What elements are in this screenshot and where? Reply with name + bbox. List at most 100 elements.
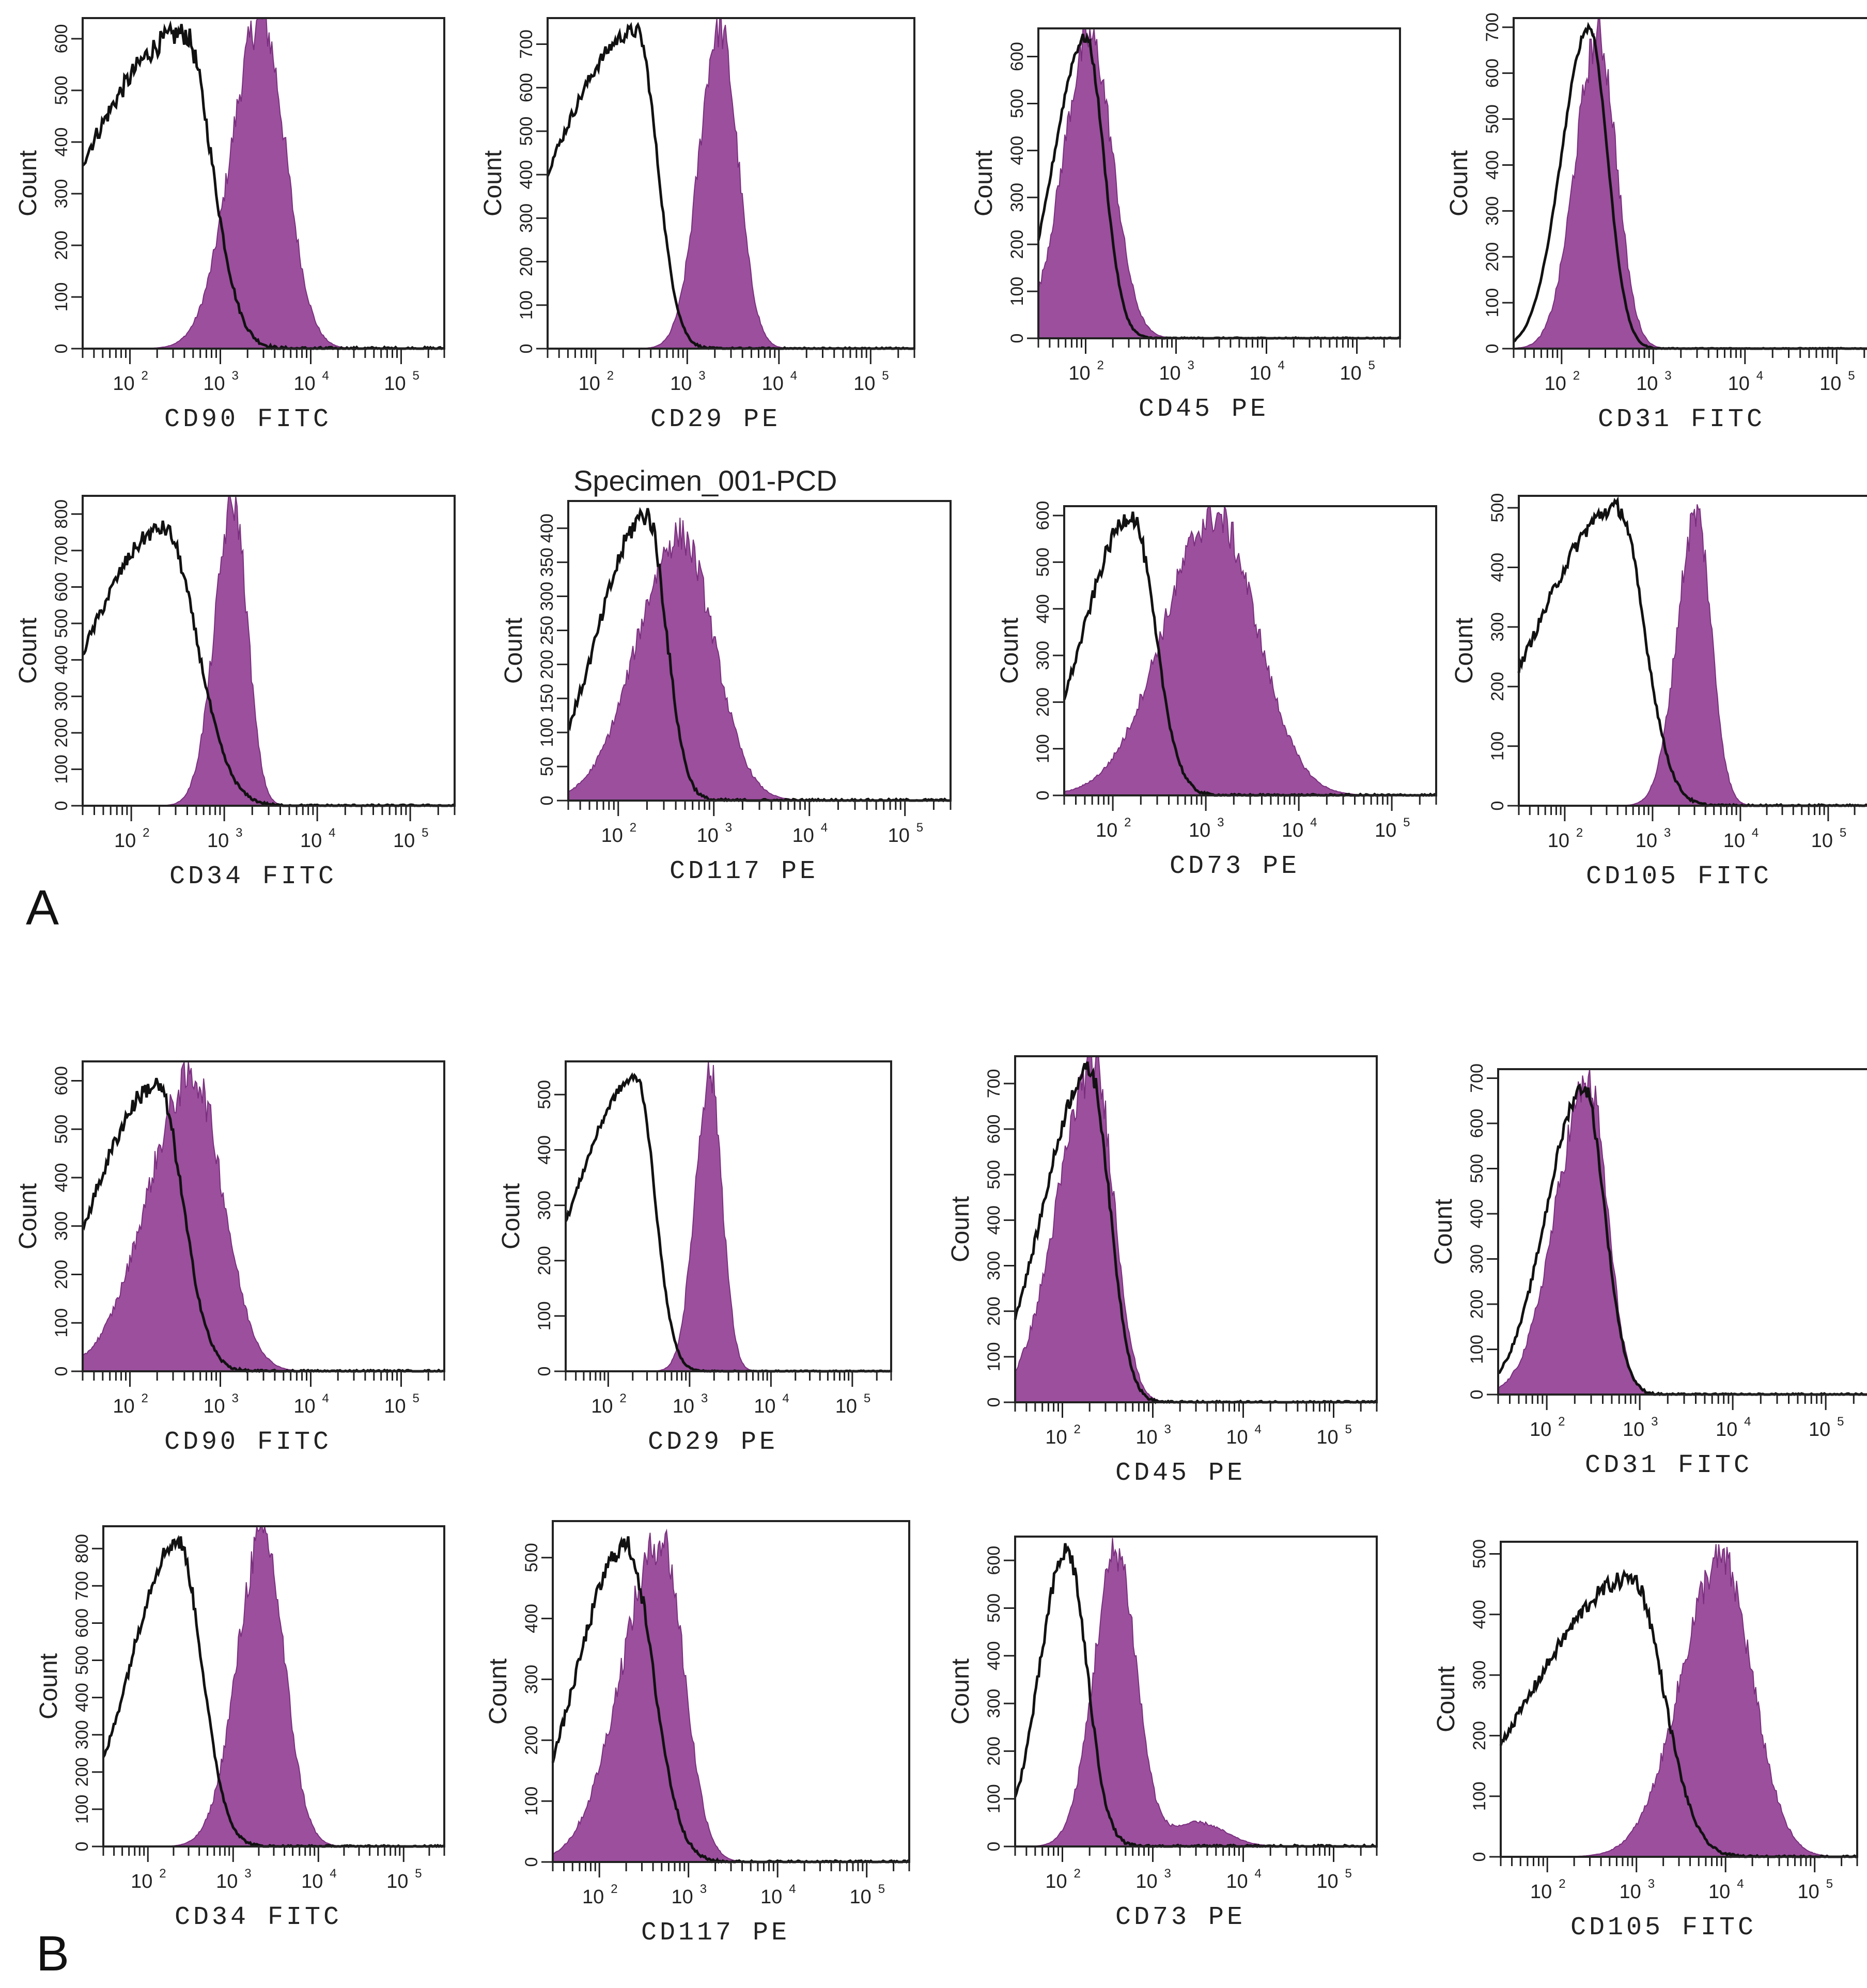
x-tick-exponent: 3 (725, 821, 732, 835)
y-tick-label: 400 (517, 160, 536, 190)
x-tick-label: 10 (697, 825, 719, 847)
x-tick-exponent: 2 (142, 369, 148, 383)
y-tick-label: 200 (52, 1260, 71, 1289)
x-tick-exponent: 4 (330, 1867, 336, 1881)
x-tick-label: 10 (591, 1396, 613, 1417)
y-tick-label: 500 (984, 1160, 1004, 1189)
histogram-b-cd34: 0 100 200 300 400 500 600 700 800 10 2 10 3 10 4 10 5 Cou… (35, 1525, 445, 1932)
x-tick-exponent: 5 (1837, 1415, 1844, 1429)
x-tick-label: 10 (579, 373, 600, 395)
stained-histogram (1038, 28, 1400, 339)
x-tick-exponent: 2 (1074, 1422, 1081, 1436)
x-tick-exponent: 2 (142, 1391, 148, 1405)
y-tick-label: 700 (1467, 1063, 1487, 1093)
y-tick-label: 300 (522, 1665, 541, 1694)
x-tick-exponent: 4 (329, 826, 335, 840)
x-tick-exponent: 3 (1664, 369, 1671, 383)
y-tick-label: 0 (537, 796, 557, 806)
y-tick-label: 400 (52, 128, 71, 157)
x-tick-label: 10 (1226, 1871, 1248, 1892)
y-tick-label: 500 (1488, 493, 1507, 523)
x-tick-label: 10 (384, 373, 406, 395)
x-tick-exponent: 4 (1255, 1422, 1262, 1436)
y-tick-label: 500 (984, 1593, 1004, 1623)
x-tick-exponent: 5 (1840, 826, 1846, 840)
x-tick-exponent: 2 (1074, 1867, 1081, 1881)
x-tick-exponent: 2 (1097, 358, 1104, 372)
y-axis-title: Count (485, 1658, 512, 1725)
y-tick-label: 0 (52, 1367, 71, 1376)
stained-histogram (568, 518, 951, 801)
y-tick-label: 500 (1033, 547, 1053, 577)
y-axis-title: Count (1433, 1666, 1460, 1732)
y-tick-label: 400 (1470, 1600, 1489, 1629)
x-tick-label: 10 (113, 1396, 134, 1417)
x-tick-label: 10 (853, 373, 875, 395)
y-tick-label: 200 (984, 1296, 1004, 1326)
histogram-a-cd34: 0 100 200 300 400 500 600 700 800 10 2 10 3 10 4 10 5 Cou… (14, 495, 456, 891)
y-tick-label: 200 (72, 1757, 92, 1787)
histogram-a-cd29: 0 100 200 300 400 500 600 700 10 2 10 3 10 4 10 5 Count C… (479, 17, 915, 434)
y-axis-title: Count (1430, 1199, 1457, 1265)
x-tick-exponent: 2 (1576, 826, 1583, 840)
x-tick-exponent: 3 (698, 369, 705, 383)
y-tick-label: 100 (72, 1795, 92, 1824)
x-tick-exponent: 2 (143, 826, 149, 840)
y-tick-label: 200 (535, 1246, 554, 1275)
x-tick-exponent: 2 (1124, 816, 1131, 829)
x-tick-label: 10 (1189, 820, 1210, 841)
x-tick-label: 10 (1716, 1419, 1737, 1441)
isotype-histogram (1014, 1543, 1377, 1849)
y-tick-label: 400 (535, 1135, 554, 1165)
stained-histogram (1501, 1544, 1858, 1857)
x-tick-exponent: 2 (619, 1391, 626, 1405)
y-tick-label: 400 (1467, 1199, 1487, 1229)
y-tick-label: 500 (72, 1646, 92, 1675)
x-tick-exponent: 4 (821, 821, 828, 835)
x-tick-exponent: 3 (1651, 1415, 1658, 1429)
y-tick-label: 500 (52, 76, 71, 105)
y-axis-title: Count (35, 1653, 63, 1719)
x-tick-exponent: 4 (1255, 1867, 1262, 1881)
y-tick-label: 600 (984, 1115, 1004, 1144)
y-tick-label: 300 (72, 1720, 92, 1749)
x-tick-label: 10 (1159, 363, 1180, 384)
y-tick-label: 300 (517, 204, 536, 233)
x-axis-title: CD45 PE (1115, 1459, 1246, 1488)
x-axis-title: CD29 PE (650, 405, 781, 434)
x-tick-label: 10 (1530, 1881, 1552, 1903)
y-tick-label: 0 (1467, 1390, 1487, 1400)
x-tick-label: 10 (293, 1396, 315, 1417)
x-tick-exponent: 3 (1188, 358, 1194, 372)
y-tick-label: 0 (1033, 791, 1053, 801)
x-axis-title: CD105 FITC (1570, 1913, 1756, 1943)
y-tick-label: 300 (535, 1191, 554, 1220)
histogram-b-cd105: 0 100 200 300 400 500 10 2 10 3 10 4 10 5 Count CD105 F… (1433, 1539, 1858, 1943)
x-tick-exponent: 4 (1278, 358, 1285, 372)
x-tick-label: 10 (582, 1886, 604, 1908)
x-tick-exponent: 3 (700, 1882, 707, 1896)
y-tick-label: 100 (52, 283, 71, 312)
y-tick-label: 600 (52, 572, 71, 602)
y-tick-label: 100 (1483, 288, 1502, 318)
x-tick-label: 10 (1620, 1881, 1641, 1903)
x-tick-exponent: 5 (916, 821, 923, 835)
y-tick-label: 100 (537, 718, 557, 747)
stained-histogram (552, 1528, 909, 1862)
y-tick-label: 300 (984, 1689, 1004, 1718)
y-tick-label: 200 (1033, 687, 1053, 717)
y-tick-label: 200 (52, 718, 71, 747)
histogram-a-cd90: 0 100 200 300 400 500 600 10 2 10 3 10 4 10 5 Count CD90… (14, 17, 445, 434)
x-tick-label: 10 (1819, 373, 1841, 395)
x-tick-exponent: 4 (322, 369, 329, 383)
y-tick-label: 600 (1033, 501, 1053, 530)
y-tick-label: 300 (52, 1211, 71, 1241)
y-tick-label: 0 (517, 344, 536, 354)
x-tick-exponent: 3 (1164, 1867, 1171, 1881)
y-tick-label: 100 (52, 755, 71, 784)
x-tick-label: 10 (1226, 1427, 1248, 1448)
y-tick-label: 400 (1488, 553, 1507, 582)
x-tick-label: 10 (1045, 1427, 1067, 1448)
y-tick-label: 500 (522, 1543, 541, 1572)
x-tick-label: 10 (762, 373, 784, 395)
